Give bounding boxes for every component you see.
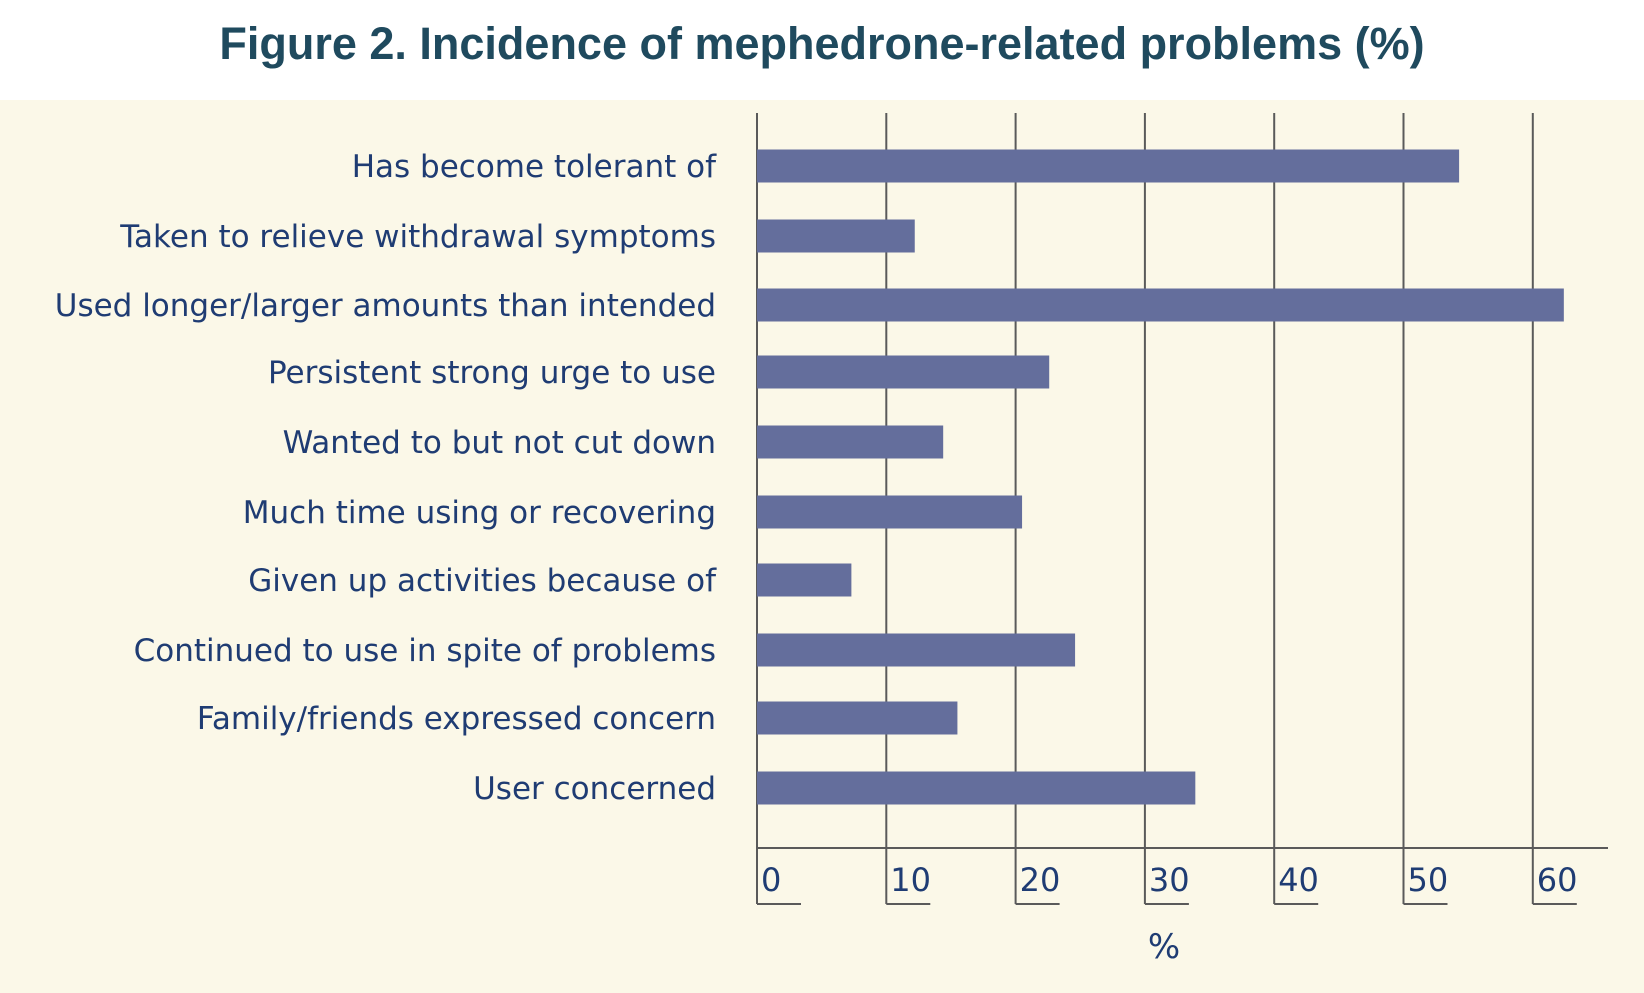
category-label-2: Used longer/larger amounts than intended (55, 288, 716, 324)
x-tick-labels: 0 10 20 30 40 50 60 (761, 861, 1578, 899)
x-tick-label-30: 30 (1149, 861, 1190, 899)
x-tick-label-10: 10 (890, 861, 931, 899)
category-label-8: Family/friends expressed concern (197, 701, 716, 737)
bar-5 (757, 495, 1023, 529)
x-tick-label-20: 20 (1020, 861, 1061, 899)
category-label-4: Wanted to but not cut down (283, 425, 716, 461)
x-tick-label-60: 60 (1537, 861, 1578, 899)
bar-7 (757, 633, 1076, 667)
bar-2 (757, 288, 1564, 322)
category-label-9: User concerned (473, 771, 716, 807)
x-tick-label-50: 50 (1408, 861, 1449, 899)
category-label-0: Has become tolerant of (352, 149, 717, 185)
bar-8 (757, 701, 958, 735)
bar-4 (757, 425, 944, 459)
bar-0 (757, 149, 1460, 183)
x-tick-label-0: 0 (761, 861, 781, 899)
x-tick-label-40: 40 (1278, 861, 1319, 899)
category-label-3: Persistent strong urge to use (268, 355, 716, 391)
bars (757, 149, 1564, 805)
category-label-7: Continued to use in spite of problems (134, 633, 716, 669)
x-axis-title: % (1148, 927, 1180, 967)
category-label-6: Given up activities because of (248, 563, 717, 599)
category-label-1: Taken to relieve withdrawal symptoms (119, 219, 716, 255)
category-label-5: Much time using or recovering (243, 495, 716, 531)
chart-title: Figure 2. Incidence of mephedrone-relate… (219, 18, 1425, 69)
bar-9 (757, 771, 1196, 805)
bar-1 (757, 219, 915, 253)
bar-6 (757, 563, 852, 597)
category-labels: Has become tolerant of Taken to relieve w… (55, 149, 717, 807)
bar-3 (757, 355, 1050, 389)
